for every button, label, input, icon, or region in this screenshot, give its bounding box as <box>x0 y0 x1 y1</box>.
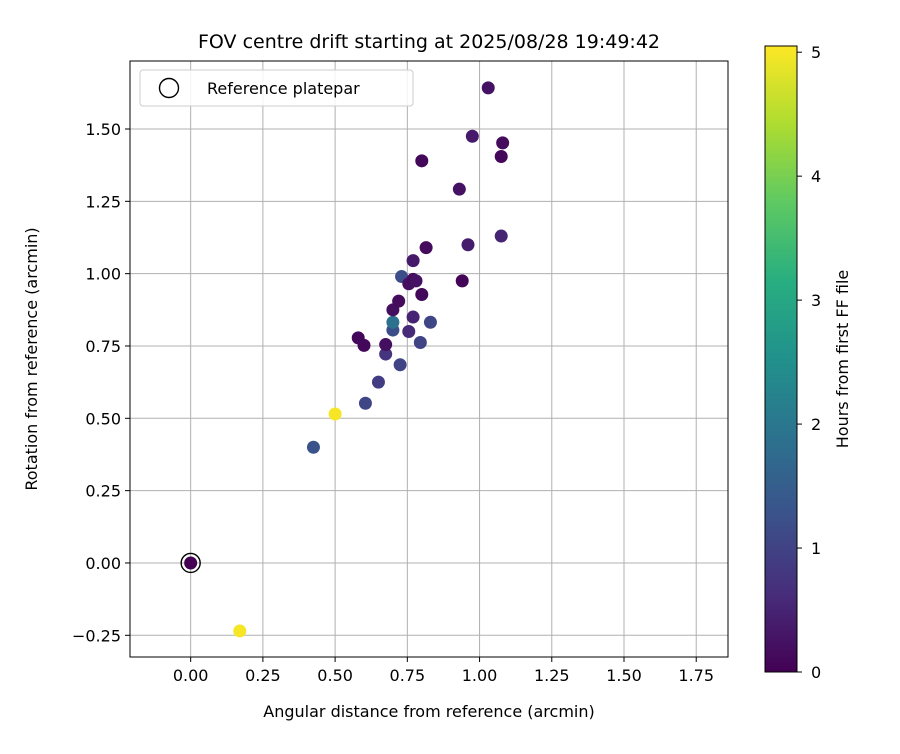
colorbar-tick-label: 4 <box>811 167 821 186</box>
legend: Reference platepar <box>139 69 414 107</box>
data-point <box>494 229 508 243</box>
axes <box>129 60 729 658</box>
plot-frame <box>129 60 729 658</box>
legend-label-reference: Reference platepar <box>207 79 360 98</box>
legend-box <box>139 69 414 107</box>
x-axis-ticks: 0.00 0.25 0.50 0.75 1.00 1.25 1.50 1.75 <box>173 657 714 685</box>
data-point <box>357 338 371 352</box>
y-tick-label: 1.25 <box>85 192 121 211</box>
data-point <box>402 325 416 339</box>
colorbar-tick-label: 0 <box>811 663 821 682</box>
y-tick-label: 1.00 <box>85 265 121 284</box>
data-point <box>371 375 385 389</box>
data-point <box>306 440 320 454</box>
colorbar-tick-label: 2 <box>811 415 821 434</box>
colorbar-ticks: 0 1 2 3 4 5 <box>797 43 821 682</box>
data-point <box>413 336 427 350</box>
data-point <box>461 238 475 252</box>
data-point <box>415 287 429 301</box>
data-point <box>386 315 400 329</box>
data-point <box>496 136 510 150</box>
data-point <box>455 274 469 288</box>
colorbar-gradient <box>764 45 798 673</box>
data-point <box>358 396 372 410</box>
x-tick-label: 1.25 <box>534 666 570 685</box>
x-tick-label: 1.00 <box>462 666 498 685</box>
reference-platepar-marker <box>180 552 201 574</box>
colorbar-tick-label: 3 <box>811 291 821 310</box>
data-point <box>393 358 407 372</box>
data-point <box>415 154 429 168</box>
data-point <box>406 310 420 324</box>
y-tick-label: 0.75 <box>85 337 121 356</box>
grid <box>130 61 728 657</box>
x-tick-label: 0.00 <box>173 666 209 685</box>
data-point <box>233 624 247 638</box>
colorbar-label: Hours from first FF file <box>833 270 852 449</box>
data-point <box>328 407 342 421</box>
data-point <box>452 182 466 196</box>
y-tick-label: 0.00 <box>85 554 121 573</box>
data-points <box>180 81 510 638</box>
y-tick-label: 0.25 <box>85 482 121 501</box>
colorbar-tick-label: 5 <box>811 43 821 62</box>
y-tick-label: 0.50 <box>85 409 121 428</box>
x-tick-label: 1.50 <box>606 666 642 685</box>
colorbar: 0 1 2 3 4 5 Hours from first FF file <box>764 43 852 682</box>
data-point <box>392 294 406 308</box>
y-tick-label: −0.25 <box>72 626 121 645</box>
y-axis-ticks: −0.25 0.00 0.25 0.50 0.75 1.00 1.25 1.50 <box>72 120 130 645</box>
data-point <box>465 129 479 143</box>
data-point <box>494 149 508 163</box>
y-axis-label: Rotation from reference (arcmin) <box>22 227 41 490</box>
x-tick-label: 0.50 <box>317 666 353 685</box>
x-tick-label: 1.75 <box>678 666 714 685</box>
data-point <box>379 338 393 352</box>
data-point <box>409 274 423 288</box>
data-point <box>406 254 420 268</box>
y-tick-label: 1.50 <box>85 120 121 139</box>
x-tick-label: 0.25 <box>245 666 281 685</box>
colorbar-tick-label: 1 <box>811 539 821 558</box>
data-point <box>419 241 433 255</box>
data-point <box>423 315 437 329</box>
x-axis-label: Angular distance from reference (arcmin) <box>263 702 594 721</box>
legend-marker-reference <box>158 77 180 99</box>
chart-title: FOV centre drift starting at 2025/08/28 … <box>198 31 660 53</box>
data-point <box>481 81 495 95</box>
data-point <box>184 556 198 570</box>
x-tick-label: 0.75 <box>390 666 426 685</box>
data-point <box>379 347 393 361</box>
